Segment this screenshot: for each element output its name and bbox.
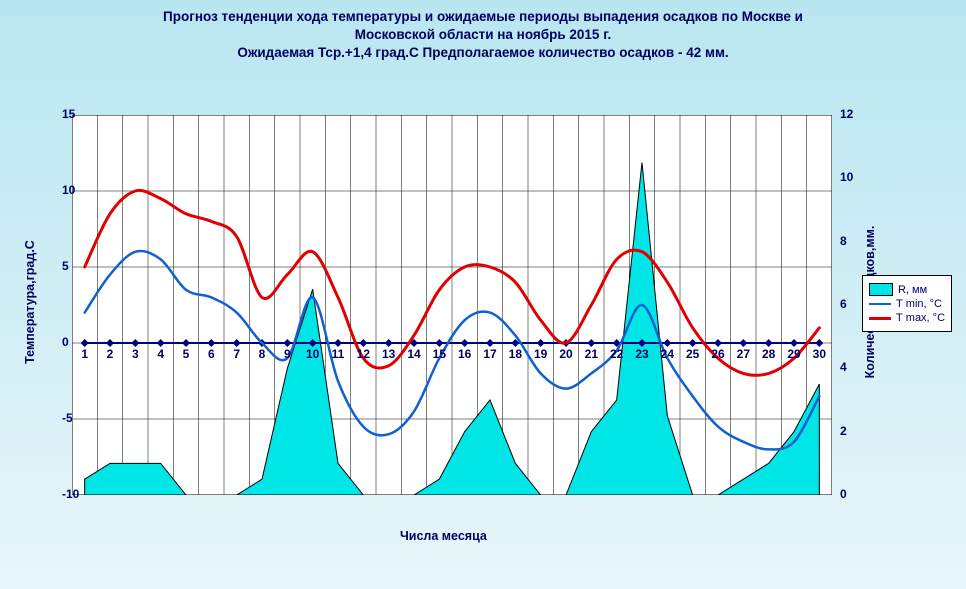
y-right-tick: 2 <box>840 424 847 438</box>
x-axis-label: Числа месяца <box>400 529 487 543</box>
legend-swatch <box>869 317 891 320</box>
x-tick: 20 <box>553 347 578 361</box>
y-right-tick: 8 <box>840 234 847 248</box>
title-line-1: Прогноз тенденции хода температуры и ожи… <box>0 8 966 26</box>
x-tick: 19 <box>528 347 553 361</box>
y-left-tick: -5 <box>62 411 64 425</box>
y-left-tick: 0 <box>62 335 64 349</box>
chart: Температура,град.С Количество осадков,мм… <box>0 95 966 555</box>
x-tick: 26 <box>705 347 730 361</box>
legend-swatch <box>869 283 893 296</box>
legend-label: Т min, °С <box>896 298 942 310</box>
y-right-tick: 4 <box>840 360 847 374</box>
legend-item: R, мм <box>869 283 945 296</box>
x-tick: 1 <box>72 347 97 361</box>
x-tick: 7 <box>224 347 249 361</box>
x-tick: 28 <box>756 347 781 361</box>
x-tick: 24 <box>655 347 680 361</box>
legend-item: Т min, °С <box>869 298 945 310</box>
y-right-tick: 10 <box>840 170 853 184</box>
x-tick: 30 <box>807 347 832 361</box>
y-left-tick: 15 <box>62 107 64 121</box>
x-tick: 2 <box>97 347 122 361</box>
title-line-3: Ожидаемая Тср.+1,4 град.С Предполагаемое… <box>0 44 966 62</box>
y-left-axis-label: Температура,град.С <box>23 212 37 392</box>
y-right-tick: 6 <box>840 297 847 311</box>
x-tick: 21 <box>579 347 604 361</box>
legend: R, мм Т min, °С Т max, °С <box>862 275 952 332</box>
x-tick: 12 <box>351 347 376 361</box>
x-tick: 11 <box>325 347 350 361</box>
x-tick: 17 <box>477 347 502 361</box>
x-tick: 10 <box>300 347 325 361</box>
y-right-tick: 12 <box>840 107 853 121</box>
x-tick: 5 <box>173 347 198 361</box>
x-tick: 23 <box>629 347 654 361</box>
x-tick: 29 <box>781 347 806 361</box>
y-left-tick: 10 <box>62 183 64 197</box>
x-tick: 8 <box>249 347 274 361</box>
legend-swatch <box>869 303 891 305</box>
x-tick: 4 <box>148 347 173 361</box>
x-tick: 18 <box>503 347 528 361</box>
x-tick: 14 <box>401 347 426 361</box>
legend-item: Т max, °С <box>869 312 945 324</box>
legend-label: R, мм <box>898 284 927 296</box>
legend-label: Т max, °С <box>896 312 945 324</box>
x-tick: 22 <box>604 347 629 361</box>
x-tick: 15 <box>427 347 452 361</box>
x-tick: 3 <box>123 347 148 361</box>
page: Прогноз тенденции хода температуры и ожи… <box>0 0 966 589</box>
x-tick: 9 <box>275 347 300 361</box>
x-tick: 13 <box>376 347 401 361</box>
y-left-tick: -10 <box>62 487 64 501</box>
y-left-tick: 5 <box>62 259 64 273</box>
y-right-tick: 0 <box>840 487 847 501</box>
x-tick: 25 <box>680 347 705 361</box>
plot-area <box>72 115 832 495</box>
x-tick: 27 <box>731 347 756 361</box>
x-tick: 16 <box>452 347 477 361</box>
title-line-2: Московской области на ноябрь 2015 г. <box>0 26 966 44</box>
chart-title: Прогноз тенденции хода температуры и ожи… <box>0 0 966 63</box>
x-tick: 6 <box>199 347 224 361</box>
